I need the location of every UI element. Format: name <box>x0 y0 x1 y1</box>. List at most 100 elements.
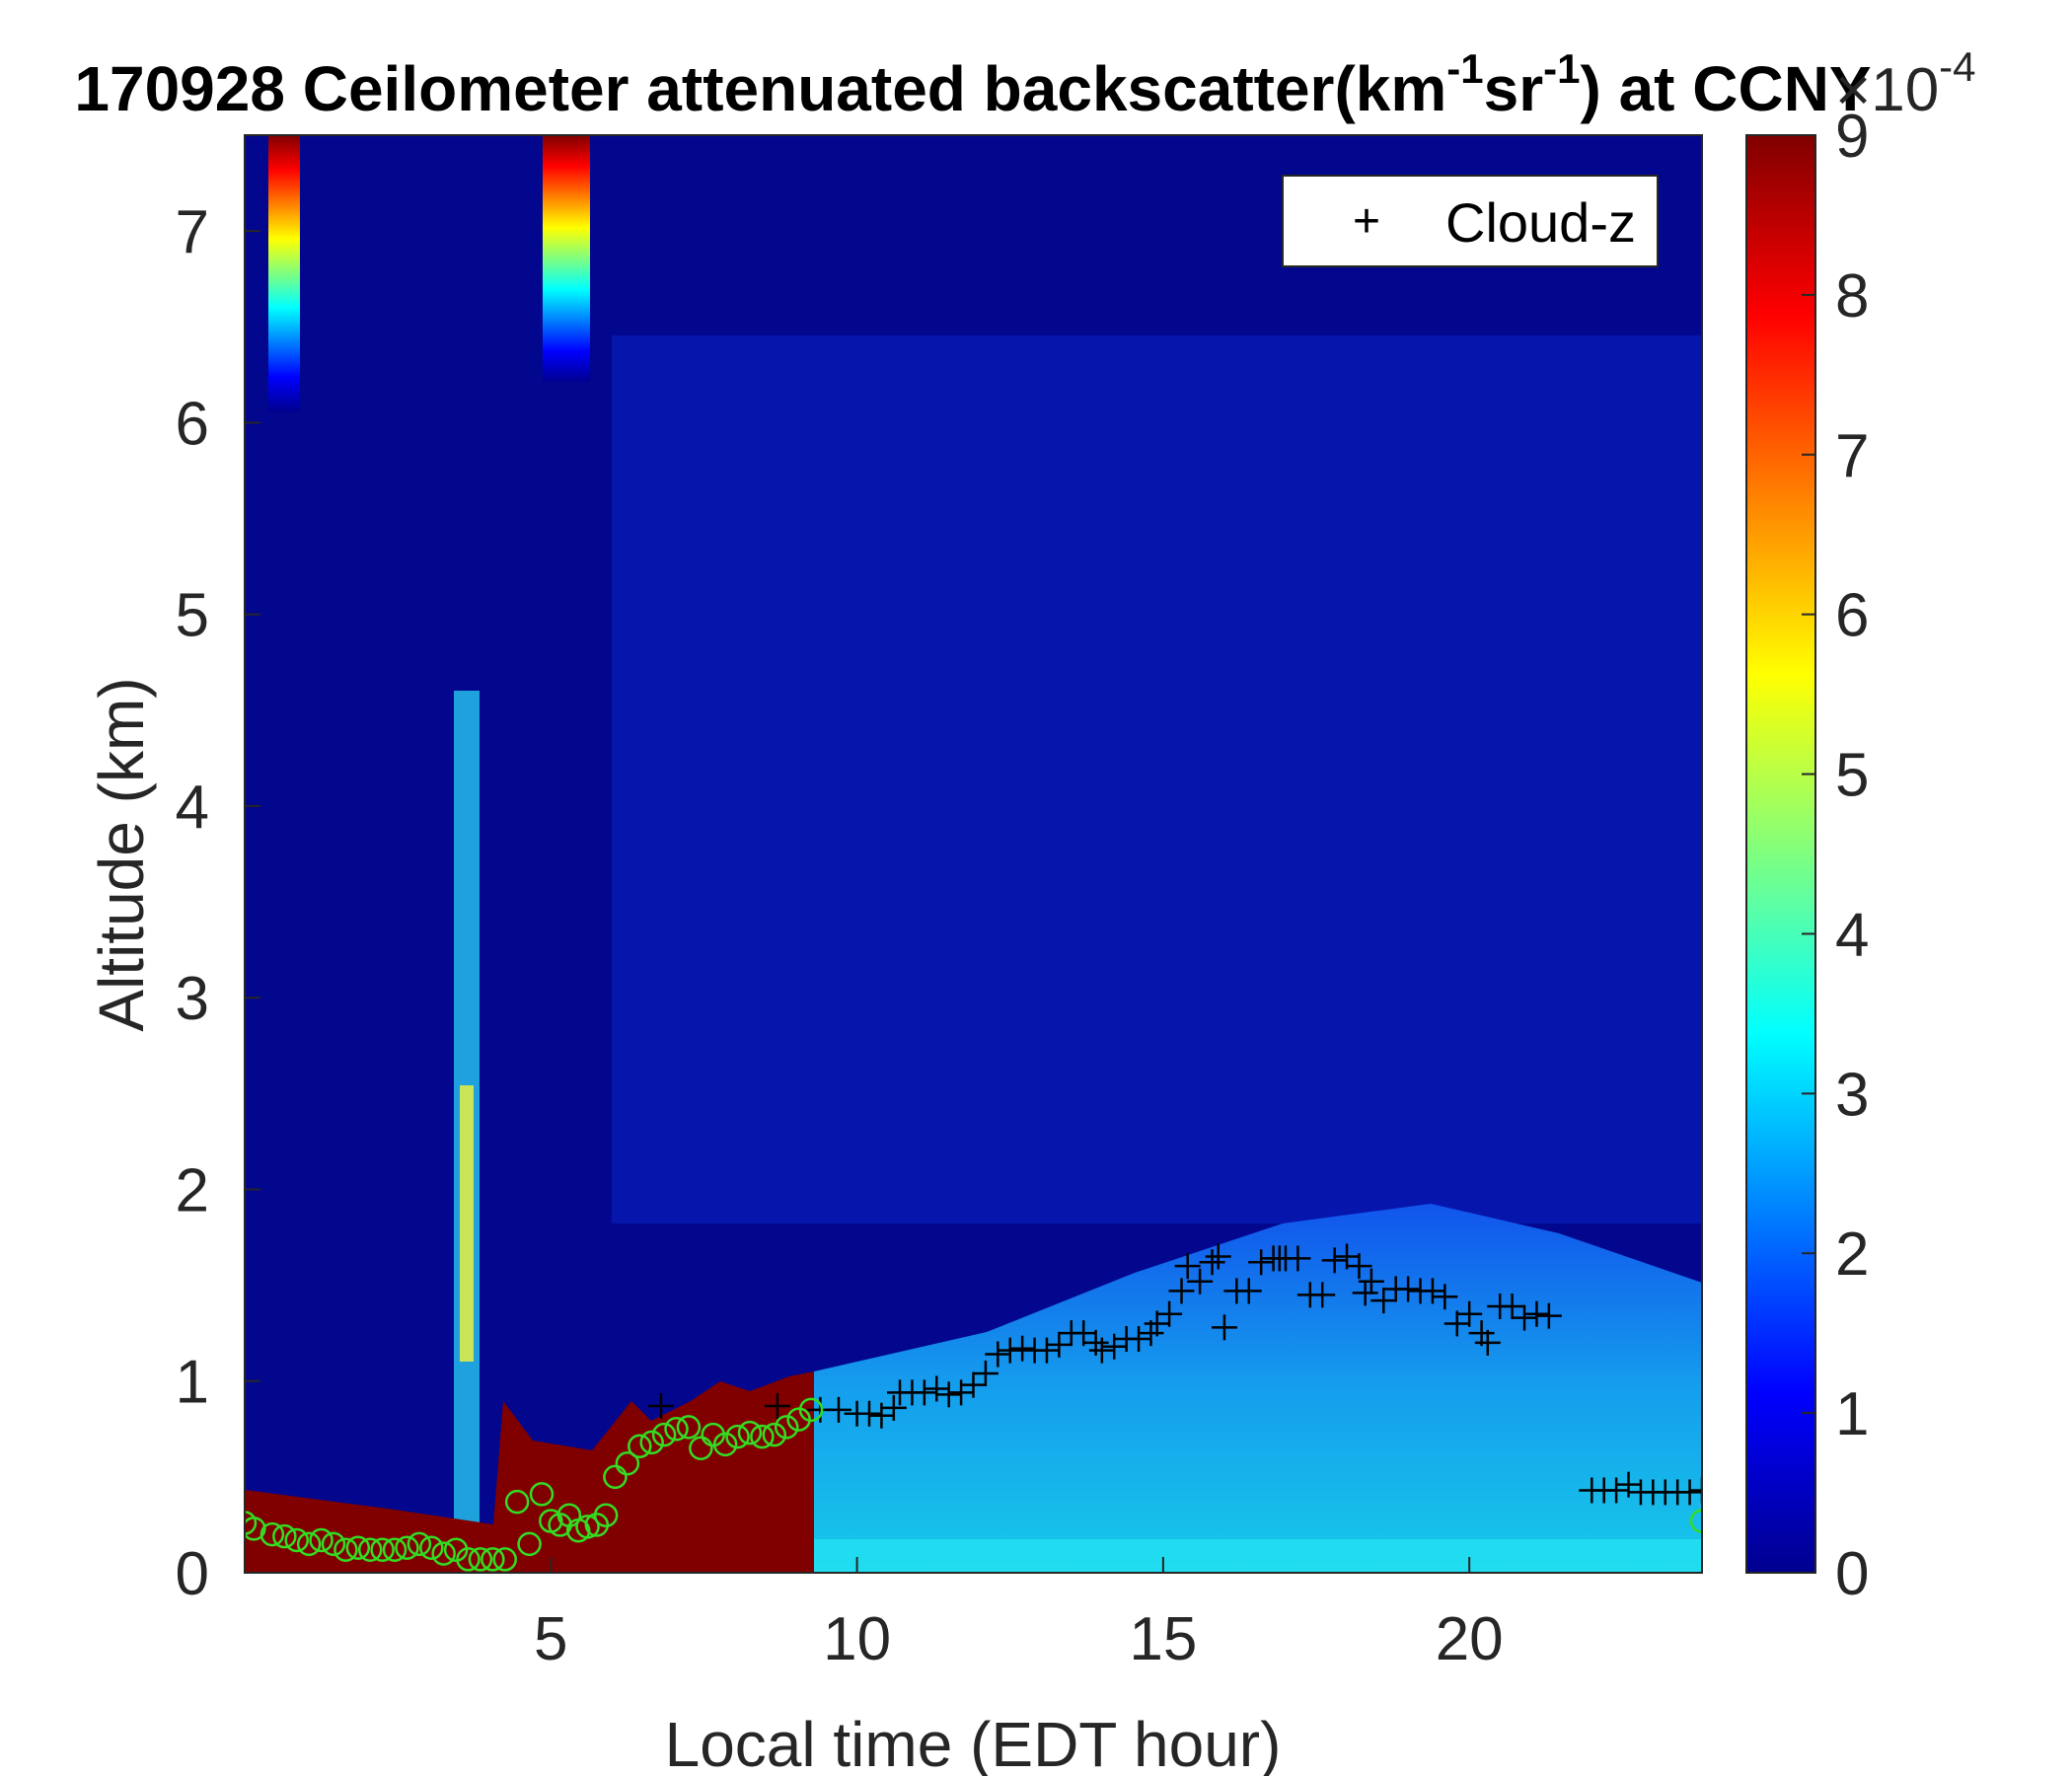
cloud-z-point <box>972 1360 999 1386</box>
boundary-layer-region <box>814 1204 1702 1573</box>
cloud-z-point <box>856 1400 882 1427</box>
cloud-z-point <box>1046 1331 1073 1358</box>
y-tick-label: 3 <box>176 965 209 1033</box>
y-axis: 0 1 2 3 4 5 6 7 <box>176 198 260 1608</box>
circle-point <box>504 1489 530 1515</box>
cloud-z-point <box>880 1394 907 1421</box>
circle-point <box>737 1420 763 1445</box>
cloud-z-point <box>1346 1253 1372 1280</box>
circle-point <box>382 1537 407 1562</box>
circle-point <box>481 1547 505 1572</box>
colorbar-tick-label: 7 <box>1835 422 1869 490</box>
points-layer <box>245 1243 1702 1572</box>
cloud-z-point <box>1168 1278 1195 1304</box>
cloud-z-point <box>1205 1243 1231 1270</box>
cloud-z-point <box>1211 1314 1237 1341</box>
cloud-z-point <box>1321 1247 1348 1274</box>
cloud-z-point <box>1456 1300 1483 1327</box>
cloud-z-point <box>1499 1293 1525 1319</box>
circle-point <box>575 1515 600 1539</box>
cloud-z-point <box>1352 1280 1378 1306</box>
x-tick-label: 10 <box>823 1605 891 1673</box>
y-tick-label: 0 <box>176 1540 209 1608</box>
colorbar-tick-label: 8 <box>1835 262 1869 331</box>
cloud-z-point <box>1199 1249 1225 1276</box>
cloud-z-point <box>1248 1249 1275 1276</box>
y-tick-label: 6 <box>176 390 209 458</box>
cloud-z-point <box>924 1375 950 1402</box>
cloud-z-point <box>1432 1284 1458 1310</box>
circle-point <box>309 1527 333 1553</box>
circle-point <box>370 1537 395 1562</box>
aerosol-haze-band <box>612 335 1702 1223</box>
cloud-z-point <box>1358 1268 1384 1295</box>
circle-point <box>468 1547 493 1572</box>
circle-point <box>407 1531 432 1557</box>
colorbar-tick-label: 3 <box>1835 1061 1869 1129</box>
cloud-z-point <box>1174 1253 1201 1280</box>
circle-point <box>517 1531 542 1557</box>
cloud-z-point <box>1156 1300 1183 1327</box>
circle-point <box>419 1535 444 1560</box>
y-tick-label: 2 <box>176 1156 209 1224</box>
cloud-column-3-core <box>460 1085 474 1362</box>
circle-point <box>689 1436 713 1460</box>
cloud-z-point <box>1009 1335 1036 1362</box>
cloud-z-point <box>1603 1477 1630 1504</box>
x-tick-label: 15 <box>1129 1605 1197 1673</box>
cloud-z-point <box>1512 1304 1538 1331</box>
circle-point <box>593 1503 619 1527</box>
y-tick-label: 1 <box>176 1349 209 1417</box>
circle-point <box>284 1527 309 1553</box>
colorbar-tick-label: 1 <box>1835 1380 1869 1448</box>
circle-point <box>762 1422 787 1447</box>
cloud-z-point <box>1395 1276 1422 1302</box>
cloud-z-point <box>1474 1329 1501 1356</box>
cloud-z-point <box>1535 1302 1562 1329</box>
cloud-z-point <box>1689 1477 1702 1504</box>
cloud-z-point <box>935 1381 962 1408</box>
circle-point <box>357 1537 383 1562</box>
heatmap <box>245 135 1702 1573</box>
circle-point <box>628 1434 652 1459</box>
cloud-z-point <box>648 1392 674 1419</box>
cloud-z-point <box>960 1371 987 1398</box>
y-axis-label: Altitude (km) <box>86 677 157 1031</box>
circle-point <box>615 1451 640 1476</box>
colorbar-tick-label: 9 <box>1835 103 1869 171</box>
cloud-z-point <box>1235 1278 1262 1304</box>
circle-point <box>774 1415 799 1440</box>
circle-point <box>1689 1509 1702 1533</box>
circle-point <box>651 1422 677 1447</box>
circle-point <box>321 1531 346 1557</box>
y-tick-label: 5 <box>176 582 209 650</box>
cloud-z-point <box>1370 1288 1397 1314</box>
cirrus-column-2 <box>543 135 590 382</box>
legend-label: Cloud-z <box>1445 191 1636 254</box>
circle-point <box>296 1531 322 1557</box>
circle-point <box>345 1535 371 1560</box>
circle-point <box>333 1537 358 1562</box>
cloud-z-point <box>1187 1268 1214 1295</box>
circle-point <box>259 1521 285 1547</box>
saturated-surface-layer <box>245 1371 814 1573</box>
colorbar-tick-label: 6 <box>1835 582 1869 650</box>
cloud-z-point <box>1285 1245 1311 1272</box>
cloud-z-point <box>985 1341 1011 1368</box>
circle-point <box>798 1397 824 1423</box>
surface-layer <box>814 1539 1702 1573</box>
y-tick-label: 7 <box>176 198 209 266</box>
circle-point <box>725 1424 750 1449</box>
cirrus-column-1 <box>268 135 300 411</box>
circle-point <box>431 1541 456 1566</box>
circle-point <box>245 1517 266 1541</box>
circle-point <box>603 1464 628 1490</box>
cloud-z-point <box>764 1392 790 1419</box>
circle-point <box>676 1415 702 1440</box>
legend[interactable]: + Cloud-z <box>1282 175 1659 267</box>
y-tick-label: 4 <box>176 774 209 842</box>
legend-marker: + <box>1353 195 1380 248</box>
colorbar-tick-label: 2 <box>1835 1221 1869 1289</box>
colorbar-tick-label: 5 <box>1835 742 1869 810</box>
